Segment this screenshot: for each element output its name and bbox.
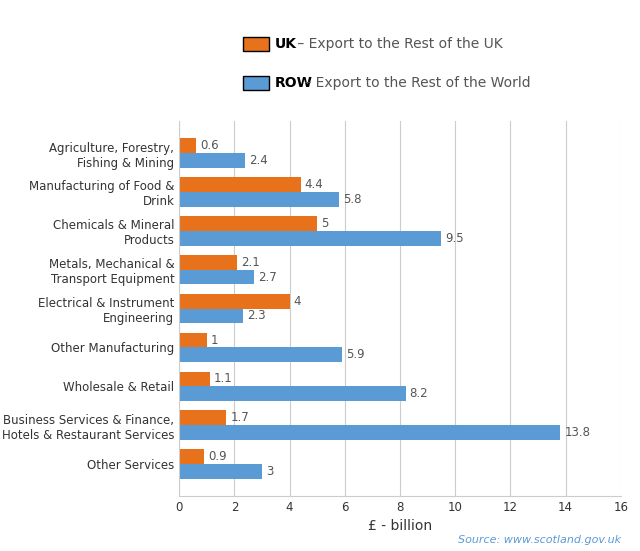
Text: UK: UK <box>275 37 297 51</box>
Bar <box>179 464 262 479</box>
Bar <box>179 371 209 386</box>
Text: 9.5: 9.5 <box>445 231 464 245</box>
Bar <box>179 231 442 246</box>
Bar <box>179 410 226 425</box>
Text: 1: 1 <box>211 333 218 347</box>
Text: 3: 3 <box>266 465 273 478</box>
Bar <box>179 294 290 309</box>
Text: 13.8: 13.8 <box>564 426 590 439</box>
Text: 0.9: 0.9 <box>208 450 227 463</box>
Bar <box>179 348 342 362</box>
Bar <box>179 386 406 401</box>
Text: 5: 5 <box>321 217 329 230</box>
Text: 8.2: 8.2 <box>410 387 428 400</box>
Bar <box>179 269 253 284</box>
Text: ROW: ROW <box>275 75 313 90</box>
Text: 0.6: 0.6 <box>200 139 218 152</box>
Bar <box>179 138 196 153</box>
Bar <box>179 309 243 323</box>
Text: 2.4: 2.4 <box>250 154 268 167</box>
Text: 4.4: 4.4 <box>305 178 324 191</box>
Text: – Export to the Rest of the World: – Export to the Rest of the World <box>300 75 530 90</box>
Bar <box>179 449 204 464</box>
Text: 4: 4 <box>294 295 301 307</box>
Text: 5.9: 5.9 <box>346 348 365 361</box>
Bar <box>179 177 301 192</box>
Text: 5.8: 5.8 <box>344 193 362 206</box>
Text: 2.1: 2.1 <box>241 256 260 269</box>
Text: 2.3: 2.3 <box>247 310 266 322</box>
Text: 1.1: 1.1 <box>214 372 232 386</box>
Bar <box>179 333 207 348</box>
Bar <box>179 425 560 440</box>
Text: 1.7: 1.7 <box>230 412 249 424</box>
Text: – Export to the Rest of the UK: – Export to the Rest of the UK <box>293 37 503 51</box>
Bar <box>179 255 237 269</box>
Text: Source: www.scotland.gov.uk: Source: www.scotland.gov.uk <box>458 536 621 545</box>
Bar <box>179 192 339 207</box>
Bar <box>179 216 317 231</box>
Text: 2.7: 2.7 <box>258 271 276 284</box>
Bar <box>179 153 246 168</box>
X-axis label: £ - billion: £ - billion <box>368 519 432 533</box>
